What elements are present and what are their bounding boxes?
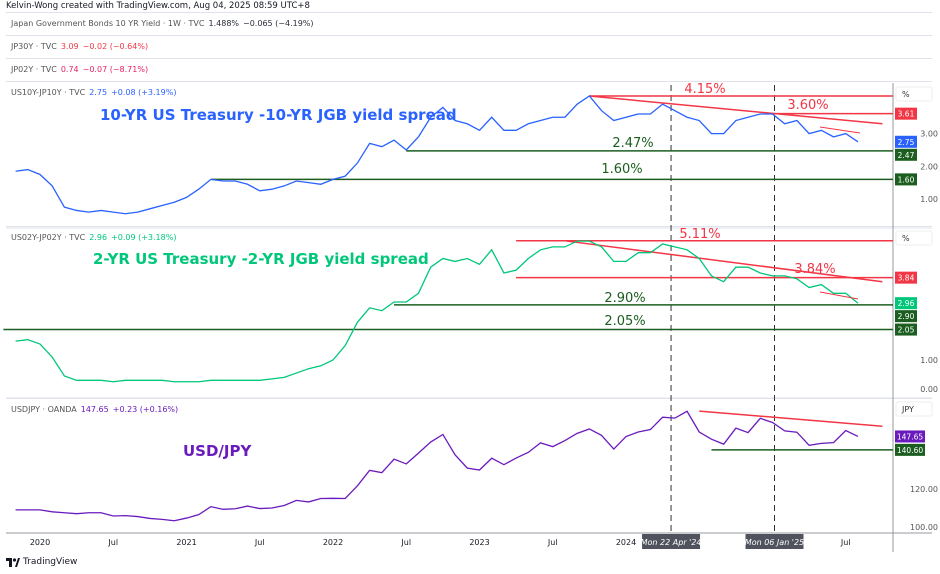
y-tick-label: 2.00 <box>920 162 938 171</box>
y-tick-label: 1.00 <box>920 356 938 365</box>
level-axis-label: 2.90 <box>898 312 915 321</box>
tradingview-logo[interactable]: TradingView <box>6 557 77 567</box>
x-tick-label: Jul <box>107 538 118 547</box>
trend-arrow <box>819 126 861 134</box>
legend-change: +0.08 (+3.19%) <box>111 88 177 97</box>
trend-line <box>699 410 883 428</box>
tradingview-logo-icon <box>6 557 20 567</box>
legend-us02y-jp02y[interactable]: US02Y-JP02Y · TVC 2.96 +0.09 (+3.18%) <box>6 226 932 248</box>
level-annotation: 2.90% <box>604 291 645 306</box>
level-axis-label: 1.60 <box>898 175 915 184</box>
chart-title: 2-YR US Treasury -2-YR JGB yield spread <box>93 250 429 268</box>
legend-symbol: US10Y-JP10Y · TVC <box>11 88 86 97</box>
x-tick-label: 2024 <box>616 538 636 547</box>
legend-value: 2.75 <box>89 88 108 97</box>
legend-value: 1.488% <box>208 19 240 28</box>
level-annotation: 3.84% <box>794 262 835 277</box>
x-tick-label: 2020 <box>30 538 50 547</box>
legend-symbol: JP02Y · TVC <box>11 65 57 74</box>
last-value-label: 2.96 <box>898 299 915 308</box>
y-tick-label: 120.00 <box>910 485 938 494</box>
unit-box <box>895 401 933 417</box>
trend-arrow <box>819 291 859 300</box>
level-annotation: 5.11% <box>679 227 720 242</box>
level-annotation: 3.60% <box>787 98 828 113</box>
level-annotation: 1.60% <box>601 162 642 177</box>
y-tick-label: 100.00 <box>910 523 938 532</box>
legend-change: +0.09 (+3.18%) <box>111 233 177 242</box>
y-tick-label: 3.00 <box>920 130 938 139</box>
level-axis-label: 2.05 <box>898 326 915 335</box>
series-line-us10y-jp10y <box>15 95 859 215</box>
x-tick-label: 2021 <box>176 538 196 547</box>
legend-value: 3.09 <box>60 42 79 51</box>
trend-line <box>589 95 883 125</box>
level-annotation: 4.15% <box>684 82 725 97</box>
legend-jp30y[interactable]: JP30Y · TVC 3.09 −0.02 (−0.64%) <box>6 35 932 57</box>
event-marker-label-bg <box>642 534 701 549</box>
legend-jp10y[interactable]: Japan Government Bonds 10 YR Yield · 1W … <box>6 12 932 34</box>
trend-line <box>564 240 883 283</box>
last-value-label: 147.65 <box>897 432 923 441</box>
footer-logo-text: TradingView <box>23 557 78 567</box>
y-axis-unit: JPY <box>901 405 914 414</box>
legend-symbol: USDJPY · OANDA <box>11 405 77 414</box>
level-axis-label-bg <box>895 310 917 323</box>
legend-jp02y[interactable]: JP02Y · TVC 0.74 −0.07 (−8.71%) <box>6 58 932 80</box>
x-tick-label: Jul <box>400 538 411 547</box>
series-line-us02y-jp02y <box>15 240 859 383</box>
unit-box <box>895 230 933 246</box>
event-marker-label-bg <box>745 534 804 549</box>
level-axis-label: 3.84 <box>898 274 915 283</box>
chart-title: USD/JPY <box>183 442 252 460</box>
level-axis-label-bg <box>895 443 925 456</box>
level-annotation: 2.05% <box>604 314 645 329</box>
last-value-label-bg <box>895 135 917 148</box>
legend-value: 2.96 <box>89 233 108 242</box>
level-axis-label-bg <box>895 107 917 120</box>
x-tick-label: Jul <box>547 538 558 547</box>
level-annotation: 2.47% <box>612 136 653 151</box>
legend-change: −0.07 (−8.71%) <box>82 65 149 74</box>
chart-title: 10-YR US Treasury -10-YR JGB yield sprea… <box>100 106 457 124</box>
y-tick-label: 1.00 <box>920 195 938 204</box>
level-axis-label-bg <box>895 323 917 336</box>
x-tick-label: Jul <box>840 538 851 547</box>
level-axis-label-bg <box>895 173 917 186</box>
legend-symbol: Japan Government Bonds 10 YR Yield · 1W … <box>11 19 205 28</box>
level-axis-label: 3.61 <box>898 110 915 119</box>
level-axis-label-bg <box>895 271 917 284</box>
x-tick-label: Jul <box>254 538 265 547</box>
unit-box <box>895 86 933 102</box>
legend-change: −0.065 (−4.19%) <box>243 19 314 28</box>
y-tick-label: 0.00 <box>920 385 938 394</box>
chart-credit: Kelvin-Wong created with TradingView.com… <box>6 1 310 11</box>
legend-symbol: JP30Y · TVC <box>11 42 57 51</box>
legend-change: +0.23 (+0.16%) <box>112 405 179 414</box>
event-marker-label: Mon 06 Jan '25 <box>745 538 804 547</box>
x-tick-label: 2022 <box>323 538 343 547</box>
legend-change: −0.02 (−0.64%) <box>82 42 149 51</box>
last-value-label: 2.75 <box>898 138 915 147</box>
last-value-label-bg <box>895 297 917 310</box>
legend-us10y-jp10y[interactable]: US10Y-JP10Y · TVC 2.75 +0.08 (+3.19%) <box>6 81 932 103</box>
legend-value: 0.74 <box>60 65 79 74</box>
legend-value: 147.65 <box>80 405 109 414</box>
y-axis-unit: % <box>902 234 910 243</box>
last-value-label-bg <box>895 430 925 443</box>
series-line-usdjpy <box>15 410 859 522</box>
y-axis-unit: % <box>902 90 910 99</box>
level-axis-label: 2.47 <box>898 151 915 160</box>
level-axis-label-bg <box>895 148 917 161</box>
legend-symbol: US02Y-JP02Y · TVC <box>11 233 86 242</box>
x-tick-label: 2023 <box>469 538 489 547</box>
event-marker-label: Mon 22 Apr '24 <box>641 538 702 547</box>
level-axis-label: 140.60 <box>897 446 923 455</box>
